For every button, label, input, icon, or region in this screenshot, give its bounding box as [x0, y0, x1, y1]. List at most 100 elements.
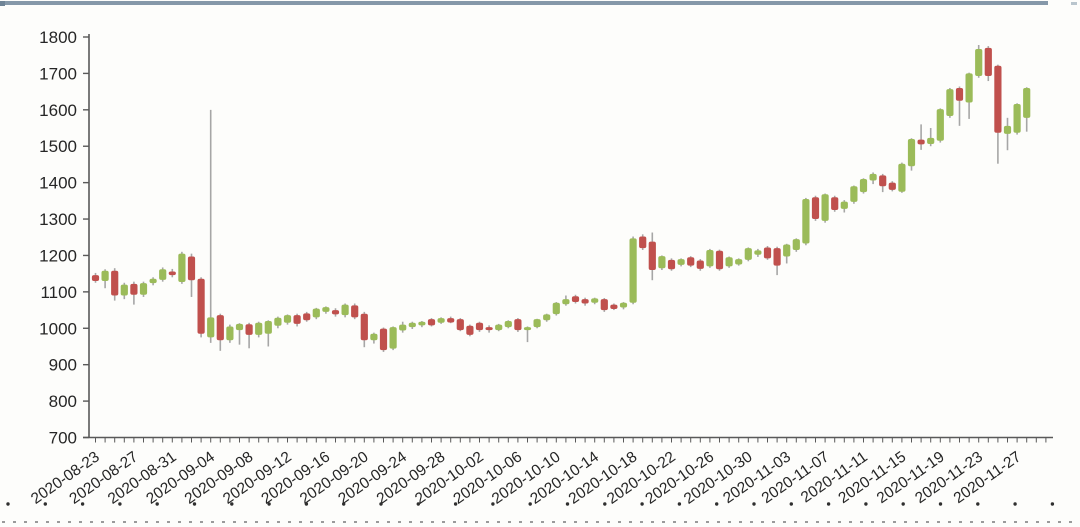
candle-down [379, 328, 388, 351]
candle-down [111, 270, 119, 296]
candle-down [245, 324, 253, 335]
y-tick-label: 1000 [39, 319, 77, 338]
x-axis-labels: 2020-08-232020-08-272020-08-312020-09-04… [28, 448, 1024, 508]
candle-up [783, 244, 791, 257]
candle-down [917, 139, 925, 145]
candle-up [965, 73, 973, 103]
candle-up [101, 270, 109, 281]
candle-down [648, 241, 656, 271]
y-tick-label: 1700 [39, 64, 77, 83]
candle-up [927, 137, 935, 145]
candle-up [850, 186, 858, 202]
y-tick-label: 800 [49, 392, 77, 411]
candle-down [610, 304, 618, 309]
candle-down [667, 259, 676, 270]
candle-up [802, 199, 810, 244]
candle-down [696, 260, 704, 269]
candle-up [274, 317, 282, 326]
candle-down [639, 236, 647, 249]
candle-down [715, 250, 724, 270]
candle-up [591, 298, 599, 303]
candle-up [840, 201, 848, 209]
candle-down [514, 319, 522, 331]
candle-up [744, 248, 752, 260]
candle-up [264, 320, 272, 334]
candle-up [898, 163, 906, 192]
candle-down [475, 322, 484, 331]
candle-up [389, 327, 397, 349]
candle-up [869, 173, 877, 181]
candle-down [351, 305, 359, 318]
candle-up [1013, 103, 1021, 133]
candle-up [1003, 125, 1012, 134]
candle-up [255, 322, 263, 335]
candle-wicks [94, 45, 1028, 352]
candle-down [773, 248, 781, 266]
bottom-dot-row [6, 502, 1055, 506]
candle-down [466, 325, 474, 335]
candle-down [571, 296, 580, 303]
candle-up [408, 322, 416, 328]
candle-down [216, 315, 224, 341]
candle-up [821, 194, 829, 221]
candle-up [504, 320, 512, 328]
candle-down [187, 256, 196, 281]
candle-up [322, 307, 330, 312]
candle-up [1023, 87, 1031, 118]
top-accent-bar [0, 1, 1077, 6]
y-tick-label: 1400 [39, 174, 77, 193]
axes [83, 34, 1053, 443]
y-tick-label: 1300 [39, 210, 77, 229]
candle-down [427, 319, 436, 326]
candle-up [178, 253, 186, 283]
candle-down [600, 299, 608, 311]
candle-up [437, 318, 445, 323]
candle-down [811, 197, 820, 220]
candle-down [130, 283, 138, 295]
candle-up [159, 269, 167, 280]
candle-up [207, 317, 215, 338]
candle-up [552, 302, 560, 315]
candle-up [946, 89, 954, 117]
y-tick-label: 700 [49, 429, 77, 448]
candle-up [418, 321, 426, 326]
candle-up [629, 238, 637, 303]
candle-up [235, 323, 244, 331]
candle-up [495, 324, 503, 331]
candle-up [226, 326, 234, 341]
candle-up [859, 178, 868, 193]
y-tick-label: 1800 [39, 28, 77, 47]
candle-up [725, 257, 733, 267]
candle-down [879, 175, 887, 187]
candle-up [341, 304, 349, 316]
candle-up [312, 308, 320, 318]
candle-up [735, 259, 743, 265]
y-tick-label: 1600 [39, 101, 77, 120]
candle-up [562, 299, 570, 305]
candle-up [543, 314, 551, 321]
candle-up [792, 239, 800, 250]
y-tick-label: 1200 [39, 246, 77, 265]
candle-down [994, 65, 1002, 133]
candle-up [399, 324, 407, 331]
candle-bodies [91, 47, 1031, 351]
candle-down [91, 275, 100, 281]
candle-up [533, 319, 541, 328]
candle-up [907, 138, 916, 167]
y-axis-labels: 1800 1700 1600 1500 1400 1300 1200 1100 1000 900 8… [39, 28, 77, 448]
candle-down [197, 278, 205, 334]
candle-down [303, 313, 311, 321]
candle-up [975, 49, 983, 76]
candle-up [120, 284, 128, 296]
candle-down [485, 327, 493, 331]
candle-down [581, 299, 589, 304]
candle-up [523, 327, 532, 331]
candle-up [936, 109, 944, 141]
y-tick-label: 1500 [39, 137, 77, 156]
candle-up [149, 278, 157, 284]
candle-down [293, 315, 301, 324]
candle-down [984, 47, 992, 76]
candle-up [283, 315, 292, 323]
candle-up [370, 333, 378, 341]
candle-up [658, 256, 666, 269]
